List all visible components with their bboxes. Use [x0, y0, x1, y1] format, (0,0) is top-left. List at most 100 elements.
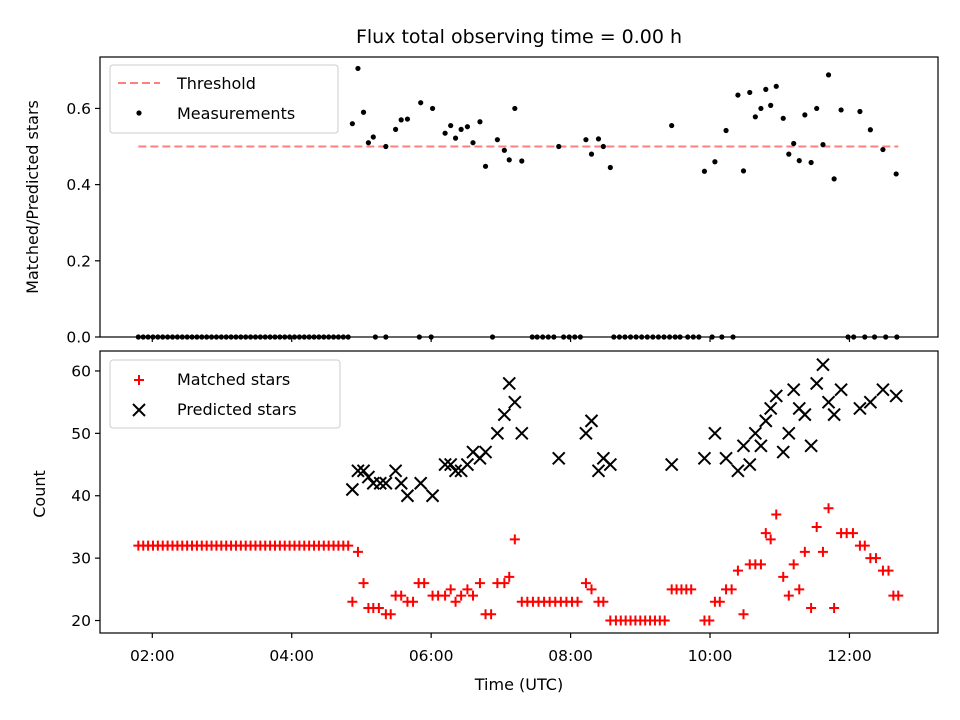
- measurement-point: [418, 100, 424, 106]
- matched-star-marker: [509, 534, 520, 545]
- predicted-star-marker: [497, 407, 512, 422]
- top-x-ticks: [151, 337, 851, 342]
- matched-star-marker: [580, 578, 591, 589]
- predicted-star-marker: [708, 426, 722, 441]
- x-tick-label: 10:00: [688, 647, 733, 665]
- y-tick-label: 40: [71, 487, 91, 505]
- predicted-star-marker: [763, 401, 778, 416]
- predicted-star-marker: [552, 451, 566, 466]
- measurement-point: [482, 163, 489, 169]
- chart-title: Flux total observing time = 0.00 h: [356, 26, 682, 48]
- predicted-star-marker: [502, 376, 516, 391]
- matched-star-marker: [408, 596, 419, 607]
- matched-star-marker: [783, 590, 794, 601]
- predicted-star-marker: [748, 426, 763, 441]
- matched-star-marker: [714, 596, 725, 607]
- matched-star-marker: [817, 546, 828, 557]
- matched-star-marker: [396, 590, 407, 601]
- x-tick-label: 06:00: [409, 647, 454, 665]
- predicted-star-marker: [782, 426, 796, 441]
- predicted-star-marker: [413, 476, 428, 490]
- matched-star-marker: [811, 521, 822, 532]
- measurement-point: [791, 140, 797, 147]
- predicted-star-marker: [798, 407, 812, 422]
- y-tick-label: 20: [71, 612, 91, 630]
- measurement-point: [477, 119, 483, 125]
- predicted-star-marker: [400, 489, 415, 503]
- legend-measurements-swatch: [136, 110, 142, 116]
- measurement-point: [747, 89, 753, 96]
- matched-star-marker: [778, 571, 789, 582]
- matched-star-marker: [726, 584, 737, 595]
- measurement-point: [773, 83, 779, 89]
- predicted-star-marker: [719, 451, 733, 466]
- matched-star-marker: [883, 565, 894, 576]
- matched-star-marker: [794, 584, 805, 595]
- measurement-point: [669, 122, 675, 129]
- predicted-star-marker: [379, 476, 393, 490]
- measurement-point: [458, 126, 464, 132]
- matched-star-marker: [504, 571, 515, 582]
- predicted-star-marker: [460, 457, 475, 472]
- top-legend: Threshold Measurements: [109, 64, 339, 134]
- measurement-point: [464, 124, 471, 130]
- measurement-point: [588, 151, 595, 157]
- predicted-star-marker: [759, 414, 773, 428]
- matched-star-marker: [732, 565, 743, 576]
- measurement-point: [470, 140, 476, 146]
- measurement-point: [880, 146, 886, 153]
- matched-star-marker: [486, 609, 497, 620]
- matched-star-marker: [586, 584, 597, 595]
- predicted-star-marker: [769, 389, 783, 403]
- measurement-point: [802, 112, 808, 118]
- matched-star-marker: [352, 546, 363, 557]
- measurement-point: [763, 86, 769, 92]
- measurement-point: [758, 105, 764, 112]
- predicted-star-marker: [394, 476, 408, 490]
- predicted-star-marker: [754, 439, 768, 453]
- matched-star-marker: [870, 553, 881, 564]
- matched-star-marker: [474, 578, 485, 589]
- predicted-star-marker: [786, 382, 801, 397]
- matched-star-marker: [445, 584, 456, 595]
- measurement-point: [383, 143, 389, 150]
- measurement-point: [583, 137, 589, 143]
- measurement-point: [723, 127, 729, 134]
- predicted-star-marker: [809, 376, 824, 391]
- matched-star-marker: [760, 528, 771, 539]
- measurement-point: [701, 168, 708, 174]
- matched-star-marker: [467, 590, 478, 601]
- predicted-star-marker: [584, 414, 599, 428]
- predicted-star-marker: [508, 395, 522, 409]
- measurement-point: [893, 171, 899, 177]
- matched-star-marker: [788, 559, 799, 570]
- measurement-point: [820, 142, 826, 148]
- matched-star-marker: [456, 590, 467, 601]
- x-tick-label: 04:00: [269, 647, 314, 665]
- y-tick-label: 0.6: [66, 100, 91, 118]
- matched-star-marker: [343, 540, 354, 551]
- predicted-star-marker: [345, 482, 360, 497]
- bottom-legend: Matched stars Predicted stars: [109, 359, 341, 429]
- measurement-point: [780, 115, 786, 121]
- predicted-star-marker: [373, 476, 387, 490]
- predicted-star-marker: [664, 457, 679, 472]
- matched-star-marker: [799, 546, 810, 557]
- measurement-point: [712, 159, 718, 165]
- legend-measurements-label: Measurements: [177, 104, 295, 123]
- measurement-point: [501, 147, 507, 153]
- y-tick-label: 0.0: [66, 329, 91, 347]
- measurement-point: [831, 176, 837, 182]
- top-legend-box: [109, 64, 339, 134]
- matched-star-marker: [765, 534, 776, 545]
- top-panel-frame: [99, 56, 939, 338]
- measurement-point: [512, 105, 518, 112]
- measurement-point: [442, 130, 448, 136]
- measurement-point: [494, 137, 500, 143]
- measurement-point: [867, 127, 873, 133]
- predicted-star-marker: [425, 489, 440, 503]
- bottom-x-ticks: 02:00 04:00 06:00 08:00 10:00 12:00: [130, 633, 872, 665]
- predicted-star-marker: [366, 476, 380, 490]
- y-tick-label: 0.4: [66, 176, 91, 194]
